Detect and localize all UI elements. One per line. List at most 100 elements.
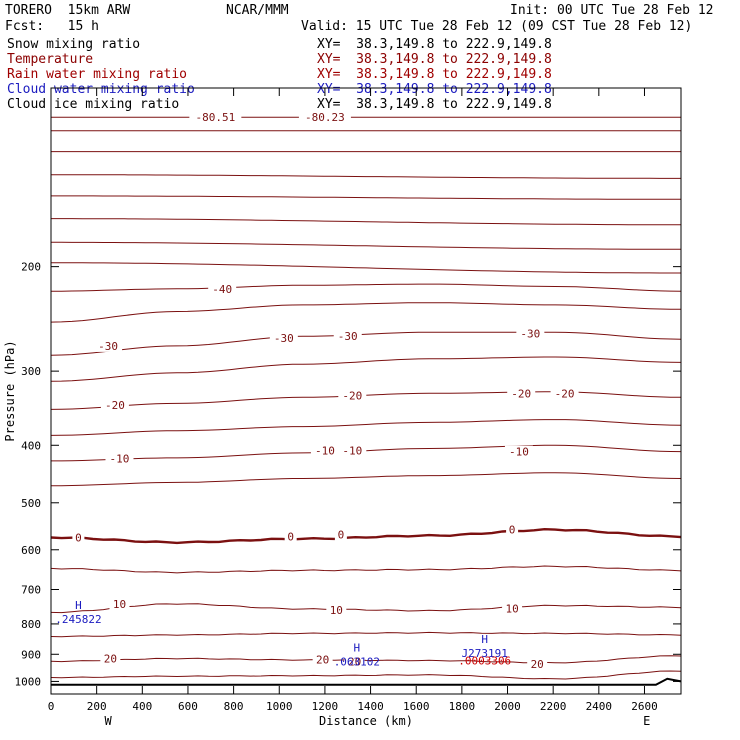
field-xy-cloud-water: XY= 38.3,149.8 to 222.9,149.8	[317, 82, 552, 97]
temperature-contour	[50, 565, 682, 574]
contour-label-bg	[72, 531, 85, 544]
contour-label-bg	[105, 452, 134, 465]
valid-time: Valid: 15 UTC Tue 28 Feb 12 (09 CST Tue …	[301, 19, 693, 34]
contour-label: 0	[75, 531, 82, 544]
field-label-cloud-water: Cloud water mixing ratio	[7, 82, 195, 97]
x-tick-label: 1400	[357, 700, 384, 713]
x-tick-label: 2400	[586, 700, 613, 713]
contour-label: -40	[212, 283, 232, 296]
x-tick-label: 1200	[312, 700, 339, 713]
x-end-label-west: W	[104, 714, 112, 728]
y-tick-label: 900	[21, 648, 41, 661]
terrain-line	[51, 677, 682, 686]
contour-label-bg	[269, 332, 298, 345]
contour-label-bg	[208, 282, 237, 295]
y-tick-label: 700	[21, 584, 41, 597]
y-tick-label: 500	[21, 497, 41, 510]
contour-label: -10	[110, 452, 130, 465]
contour-label: -30	[274, 332, 294, 345]
contour-label: -10	[315, 444, 335, 457]
temperature-contour	[51, 174, 681, 179]
contour-label: -20	[105, 399, 125, 412]
contour-label: 0	[509, 524, 516, 537]
contour-label: 20	[348, 655, 361, 668]
contour-label: -80.51	[195, 111, 235, 124]
y-tick-label: 1000	[15, 675, 42, 688]
axes: 0 200 400 600 800 1000 1200 1400 1600 1800 2000 220…	[15, 88, 681, 713]
y-tick-label: 300	[21, 365, 41, 378]
temperature-contour	[51, 472, 682, 487]
contour-label-bg	[298, 111, 351, 124]
contour-label: 20	[104, 653, 117, 666]
extremum-value: .245822	[55, 613, 101, 626]
contour-label-bg	[284, 530, 297, 543]
y-tick-label: 600	[21, 544, 41, 557]
temperature-contour	[50, 356, 682, 382]
contour-label: -30	[338, 330, 358, 343]
x-tick-label: 2600	[631, 700, 658, 713]
field-label-snow: Snow mixing ratio	[7, 37, 141, 52]
contour-label: -30	[520, 327, 540, 340]
x-tick-label: 1600	[403, 700, 430, 713]
contour-label-bg	[326, 604, 347, 617]
forecast-hour: Fcst: 15 h	[5, 19, 99, 34]
contour-label: 10	[113, 598, 126, 611]
x-tick-label: 600	[178, 700, 198, 713]
terrain-surface	[51, 677, 682, 686]
extremum-marker: H	[481, 633, 488, 646]
contour-label-bg	[312, 653, 333, 666]
x-end-label-east: E	[643, 714, 650, 728]
contour-label-bg	[100, 398, 129, 411]
temperature-contour	[50, 419, 682, 436]
y-tick-label: 400	[21, 439, 41, 452]
x-tick-label: 400	[132, 700, 152, 713]
contour-label-bg	[310, 444, 339, 457]
temperature-contour	[51, 283, 682, 292]
contour-label: 10	[330, 604, 343, 617]
contour-label-bg	[94, 339, 123, 352]
temperature-contour	[50, 631, 682, 638]
x-tick-label: 0	[48, 700, 55, 713]
contour-label: -20	[511, 387, 531, 400]
contour-label-bg	[507, 387, 536, 400]
temperature-contour	[51, 241, 681, 250]
y-tick-label: 800	[21, 618, 41, 631]
contour-label: 0	[287, 531, 294, 544]
contour-label-bg	[334, 528, 347, 541]
x-tick-label: 2200	[540, 700, 567, 713]
temperature-contour	[50, 655, 682, 664]
contour-label: -10	[509, 446, 529, 459]
y-axis-label: Pressure (hPa)	[3, 340, 17, 441]
temperature-contours	[50, 116, 682, 680]
contour-label-bg	[333, 330, 362, 343]
y-tick-label: 200	[21, 261, 41, 274]
field-label-rain: Rain water mixing ratio	[7, 67, 188, 82]
temperature-contour	[51, 195, 681, 200]
contour-label-bg	[338, 389, 367, 402]
contour-label: -30	[98, 340, 118, 353]
x-tick-label: 1800	[449, 700, 476, 713]
contour-labels: -80.51 -80.23 -40 -30 -30 -30 -30 -20 -20 -20 -20 -…	[72, 111, 579, 671]
contour-label: 20	[316, 653, 329, 666]
contour-label-bg	[109, 597, 130, 610]
plot-frame	[50, 87, 682, 695]
temperature-contour	[51, 218, 681, 226]
contour-label: -20	[555, 387, 575, 400]
x-tick-label: 2000	[494, 700, 521, 713]
init-time: Init: 00 UTC Tue 28 Feb 12	[510, 3, 714, 18]
contour-label-bg	[516, 327, 545, 340]
temperature-contour	[50, 603, 682, 614]
contour-label-bg	[550, 387, 579, 400]
contour-label-bg	[344, 655, 365, 668]
contour-label: 10	[505, 602, 518, 615]
field-xy-temperature: XY= 38.3,149.8 to 222.9,149.8	[317, 52, 552, 67]
extremum-marker: H	[75, 599, 82, 612]
contour-label-bg	[189, 111, 242, 124]
x-tick-label: 800	[224, 700, 244, 713]
contour-label-bg	[338, 444, 367, 457]
x-tick-label: 1000	[266, 700, 293, 713]
contour-label-bg	[502, 602, 523, 615]
contour-label-bg	[527, 658, 548, 671]
